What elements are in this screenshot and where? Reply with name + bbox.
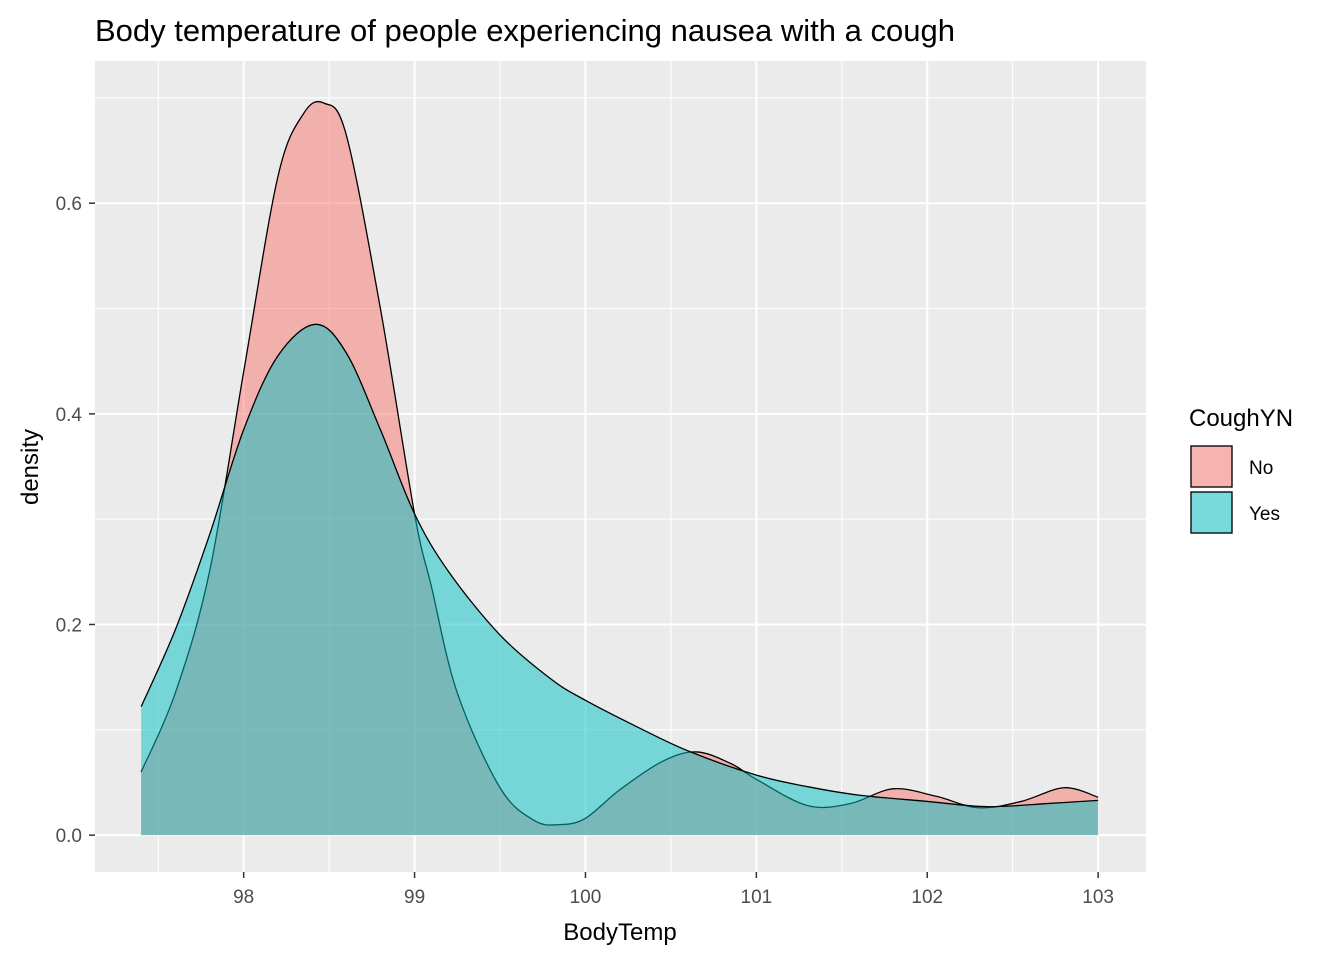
density-line-yes bbox=[140, 323, 1099, 808]
y-tick-label: 0.0 bbox=[56, 826, 82, 847]
density-area-yes bbox=[141, 324, 1099, 836]
x-tick-label: 101 bbox=[741, 887, 773, 908]
x-tick-label: 102 bbox=[911, 887, 943, 908]
x-tick-label: 103 bbox=[1082, 887, 1114, 908]
y-tick-label: 0.2 bbox=[56, 615, 82, 636]
x-tick-label: 100 bbox=[570, 887, 602, 908]
chart-title: Body temperature of people experiencing … bbox=[95, 13, 955, 48]
legend-label-no: No bbox=[1249, 458, 1273, 479]
y-axis: 0.0 0.2 0.4 0.6 bbox=[56, 194, 95, 847]
x-axis: 98 99 100 101 102 103 bbox=[233, 872, 1114, 908]
legend-items: No Yes bbox=[1190, 445, 1280, 534]
x-tick-label: 98 bbox=[233, 887, 254, 908]
x-axis-title: BodyTemp bbox=[563, 919, 676, 946]
legend-swatch-no bbox=[1190, 445, 1233, 488]
x-tick-label: 99 bbox=[404, 887, 425, 908]
legend-title: CoughYN bbox=[1189, 405, 1293, 432]
y-axis-title: density bbox=[17, 429, 44, 505]
y-tick-label: 0.6 bbox=[56, 194, 82, 215]
legend-swatch-yes bbox=[1190, 491, 1233, 534]
series-layer bbox=[140, 100, 1099, 836]
legend: CoughYN No Yes bbox=[1189, 405, 1293, 534]
y-tick-label: 0.4 bbox=[56, 405, 83, 426]
legend-label-yes: Yes bbox=[1249, 504, 1280, 525]
